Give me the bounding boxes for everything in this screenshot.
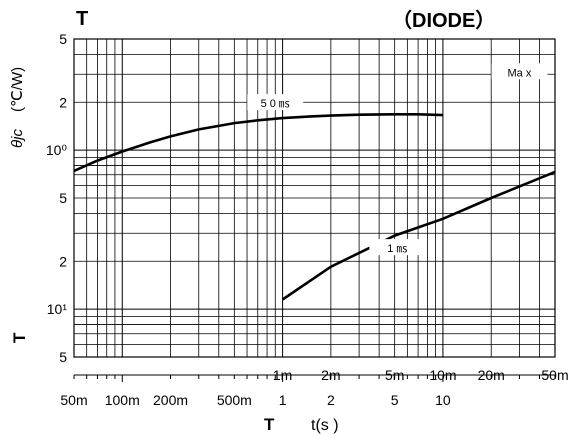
x-axis-label-right: t(s )	[311, 417, 339, 434]
tick-labels: 5 2 10⁰ 5 2 10¹ 5 1m 2m 5m 10m 20m 50m 50m 100m 200m 500…	[46, 31, 569, 408]
grid	[73, 38, 556, 382]
series-group	[73, 113, 556, 301]
y-axis-unit: (℃/W)	[9, 67, 26, 112]
x-tick-label-lower: 10	[435, 392, 451, 408]
y-tick-label: 2	[59, 94, 67, 110]
y-tick-label: 5	[59, 190, 67, 206]
x-tick-label-lower: 2	[327, 392, 335, 408]
annotation-bg	[369, 239, 426, 256]
axis-titles: θjc (℃/W) T T t(s )	[9, 67, 339, 434]
y-tick-label: 5	[59, 31, 67, 47]
annotation-label: 5 0 ㎳	[261, 98, 290, 110]
y-tick-label: 10¹	[47, 301, 68, 317]
y-axis-symbol: θjc	[9, 129, 26, 148]
y-tick-label: 2	[59, 253, 67, 269]
chart-title-left: T	[76, 8, 88, 30]
series-line-1	[73, 113, 443, 173]
y-axis-bottom-label: T	[10, 332, 29, 343]
annotations: Ma x 5 0 ㎳ 1 ㎳	[247, 63, 548, 256]
x-tick-label-upper: 5m	[385, 367, 404, 383]
x-tick-label-upper: 2m	[321, 367, 340, 383]
series-line-2	[281, 170, 556, 301]
y-tick-label: 10⁰	[46, 142, 68, 158]
annotation-label: Ma x	[508, 67, 532, 79]
x-tick-label-lower: 200m	[153, 392, 188, 408]
annotation-label: 1 ㎳	[387, 243, 407, 255]
x-tick-label-upper: 10m	[429, 367, 456, 383]
x-tick-label-upper: 50m	[541, 367, 568, 383]
annotation-bg	[491, 63, 548, 80]
x-axis-label-left: T	[264, 415, 275, 434]
x-tick-label-lower: 50m	[60, 392, 87, 408]
x-tick-label-lower: 5	[391, 392, 399, 408]
x-tick-label-upper: 1m	[273, 367, 292, 383]
x-tick-label-lower: 100m	[105, 392, 140, 408]
plot-frame	[73, 38, 556, 358]
x-tick-label-lower: 500m	[217, 392, 252, 408]
chart-title-right: （DIODE）	[392, 9, 495, 32]
x-tick-label-upper: 20m	[478, 367, 505, 383]
y-tick-label: 5	[59, 349, 67, 365]
annotation-bg	[247, 94, 304, 111]
x-tick-label-lower: 1	[279, 392, 287, 408]
